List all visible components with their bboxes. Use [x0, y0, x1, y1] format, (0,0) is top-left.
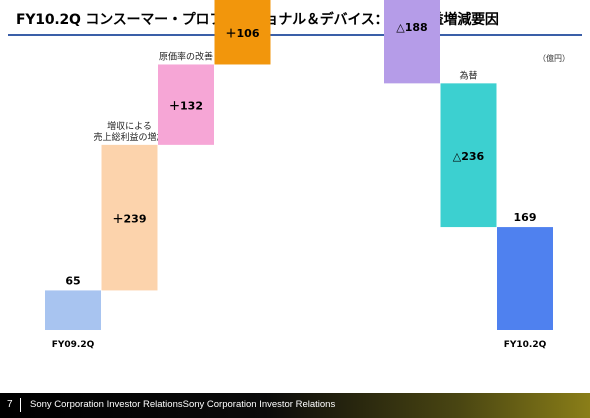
bar-3 — [214, 0, 271, 65]
bar-8 — [497, 227, 553, 330]
bar-1 — [101, 144, 158, 291]
footer-bar: 7 Sony Corporation Investor RelationsSon… — [0, 393, 590, 418]
unit-label: （億円） — [538, 54, 570, 63]
bar-7 — [440, 83, 497, 228]
page-number: 7 — [7, 399, 13, 410]
desc-label-2-0: 原価率の改善 — [159, 50, 213, 62]
desc-label-1-0: 増収による — [107, 120, 152, 132]
value-label-7: △236 — [453, 150, 485, 163]
value-label-8: 169 — [514, 211, 537, 224]
value-label-6: △188 — [396, 21, 427, 34]
bar-6 — [384, 0, 440, 84]
desc-label-7-0: 為替 — [459, 69, 477, 81]
bar-0 — [45, 290, 101, 330]
title-divider — [8, 34, 582, 36]
category-label-0: FY09.2Q — [52, 340, 95, 350]
value-label-1: ＋239 — [113, 213, 147, 226]
category-label-8: FY10.2Q — [504, 340, 547, 350]
value-label-0: 65 — [65, 274, 80, 287]
bar-2 — [158, 64, 214, 145]
value-label-3: ＋106 — [226, 27, 260, 40]
desc-label-1-1: 売上総利益の増加 — [93, 131, 165, 143]
footer-divider — [20, 398, 21, 412]
footer-text: Sony Corporation Investor RelationsSony … — [30, 399, 336, 410]
value-label-2: ＋132 — [169, 100, 203, 113]
